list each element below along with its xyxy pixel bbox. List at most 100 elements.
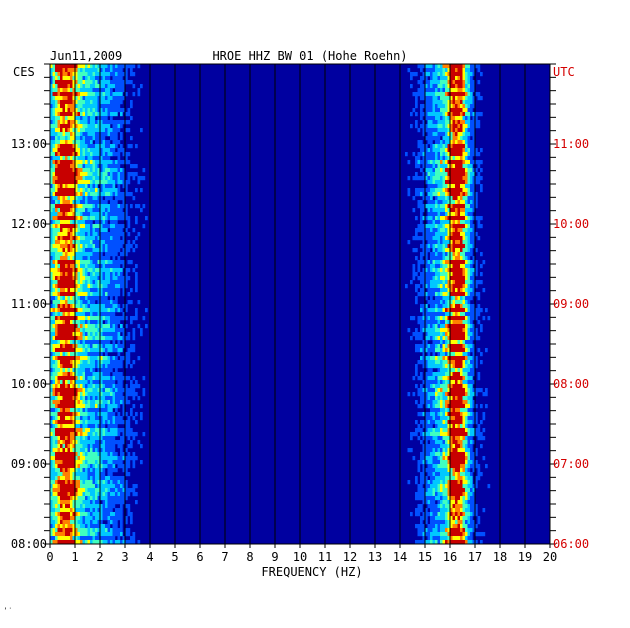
heatmap-cell: [430, 200, 433, 205]
heatmap-cell: [440, 312, 443, 317]
heatmap-cell: [62, 80, 66, 85]
heatmap-cell: [450, 88, 453, 93]
heatmap-cell: [67, 184, 71, 189]
heatmap-cell: [100, 176, 103, 181]
heatmap-cell: [65, 392, 68, 397]
heatmap-cell: [82, 188, 86, 193]
heatmap-cell: [422, 340, 426, 345]
heatmap-cell: [475, 336, 478, 341]
heatmap-cell: [80, 340, 83, 345]
heatmap-cell: [422, 72, 426, 77]
heatmap-cell: [460, 204, 463, 209]
heatmap-cell: [425, 236, 428, 241]
heatmap-cell: [425, 308, 428, 313]
heatmap-cell: [95, 172, 98, 177]
heatmap-cell: [455, 180, 458, 185]
heatmap-cell: [425, 180, 428, 185]
heatmap-cell: [427, 80, 431, 85]
heatmap-cell: [77, 104, 81, 109]
heatmap-cell: [55, 380, 58, 385]
heatmap-cell: [125, 396, 128, 401]
heatmap-cell: [447, 104, 451, 109]
heatmap-cell: [82, 320, 86, 325]
heatmap-cell: [110, 220, 113, 225]
heatmap-cell: [125, 324, 128, 329]
heatmap-cell: [437, 168, 441, 173]
heatmap-cell: [95, 88, 98, 93]
heatmap-cell: [60, 316, 63, 321]
heatmap-cell: [55, 196, 58, 201]
heatmap-cell: [65, 364, 68, 369]
heatmap-cell: [455, 144, 458, 149]
heatmap-cell: [85, 244, 88, 249]
heatmap-cell: [102, 268, 106, 273]
heatmap-cell: [107, 244, 111, 249]
heatmap-cell: [482, 260, 486, 265]
heatmap-cell: [445, 388, 448, 393]
heatmap-cell: [440, 364, 443, 369]
heatmap-cell: [462, 252, 466, 257]
heatmap-cell: [92, 328, 96, 333]
heatmap-cell: [442, 188, 446, 193]
heatmap-cell: [55, 332, 58, 337]
heatmap-cell: [112, 208, 116, 213]
heatmap-cell: [67, 104, 71, 109]
heatmap-cell: [102, 240, 106, 245]
heatmap-cell: [95, 120, 98, 125]
heatmap-cell: [52, 88, 56, 93]
heatmap-cell: [432, 128, 436, 133]
heatmap-cell: [72, 212, 76, 217]
heatmap-cell: [125, 80, 128, 85]
heatmap-cell: [77, 140, 81, 145]
heatmap-cell: [447, 380, 451, 385]
heatmap-cell: [72, 264, 76, 269]
heatmap-cell: [105, 84, 108, 89]
heatmap-cell: [75, 372, 78, 377]
heatmap-cell: [70, 216, 73, 221]
heatmap-cell: [470, 372, 473, 377]
heatmap-cell: [135, 264, 138, 269]
heatmap-cell: [82, 400, 86, 405]
heatmap-cell: [455, 132, 458, 137]
heatmap-cell: [465, 328, 468, 333]
heatmap-cell: [140, 416, 143, 421]
heatmap-cell: [67, 412, 71, 417]
heatmap-cell: [447, 304, 451, 309]
heatmap-cell: [450, 268, 453, 273]
heatmap-cell: [445, 288, 448, 293]
heatmap-cell: [450, 76, 453, 81]
heatmap-cell: [65, 92, 68, 97]
heatmap-cell: [115, 92, 118, 97]
heatmap-cell: [462, 360, 466, 365]
heatmap-cell: [457, 372, 461, 377]
heatmap-cell: [115, 188, 118, 193]
heatmap-cell: [97, 164, 101, 169]
heatmap-cell: [432, 260, 436, 265]
heatmap-cell: [102, 404, 106, 409]
heatmap-cell: [95, 272, 98, 277]
heatmap-cell: [455, 196, 458, 201]
heatmap-cell: [425, 224, 428, 229]
heatmap-cell: [60, 228, 63, 233]
heatmap-cell: [435, 224, 438, 229]
heatmap-cell: [120, 416, 123, 421]
heatmap-cell: [102, 304, 106, 309]
heatmap-cell: [60, 308, 63, 313]
heatmap-cell: [105, 76, 108, 81]
heatmap-cell: [105, 288, 108, 293]
heatmap-cell: [475, 328, 478, 333]
heatmap-cell: [440, 144, 443, 149]
heatmap-cell: [110, 184, 113, 189]
heatmap-cell: [425, 96, 428, 101]
heatmap-cell: [472, 328, 476, 333]
heatmap-cell: [457, 208, 461, 213]
heatmap-cell: [415, 236, 418, 241]
heatmap-cell: [467, 340, 471, 345]
heatmap-cell: [435, 100, 438, 105]
heatmap-cell: [72, 288, 76, 293]
heatmap-cell: [432, 104, 436, 109]
heatmap-cell: [107, 120, 111, 125]
heatmap-cell: [90, 240, 93, 245]
heatmap-cell: [452, 100, 456, 105]
heatmap-cell: [450, 308, 453, 313]
